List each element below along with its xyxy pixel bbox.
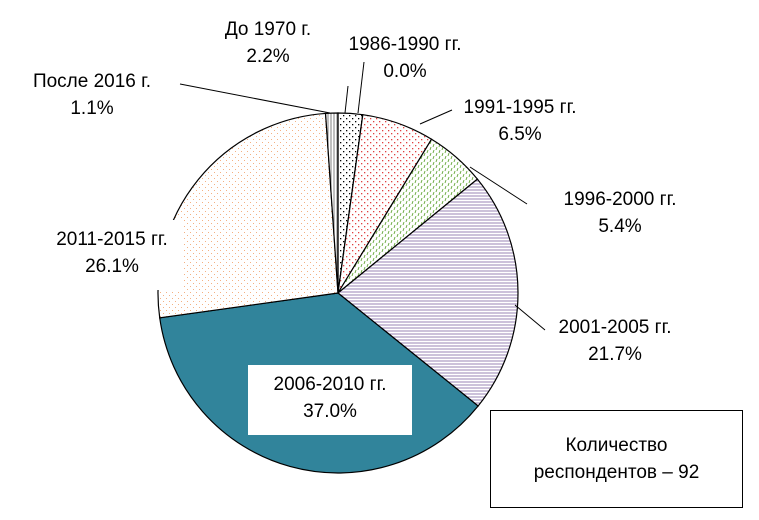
label-box xyxy=(40,220,184,290)
category-label: 1986-1990 гг. xyxy=(349,34,462,55)
leader-line xyxy=(357,61,365,114)
pie-slice xyxy=(324,112,339,294)
category-label: 1996-2000 гг. xyxy=(564,189,677,210)
value-label: 26.1% xyxy=(85,256,139,277)
category-label: 2001-2005 гг. xyxy=(559,317,672,338)
pie-slice xyxy=(337,178,519,407)
value-label: 21.7% xyxy=(588,344,642,365)
pie-slice xyxy=(157,112,339,319)
value-label: 2.2% xyxy=(246,46,289,67)
value-label: 0.0% xyxy=(383,61,426,82)
leader-line xyxy=(179,83,331,114)
value-label: 1.1% xyxy=(70,98,113,119)
category-label: 2006-2010 гг. xyxy=(274,374,387,395)
leader-line xyxy=(344,85,349,114)
category-label: После 2016 г. xyxy=(33,71,151,92)
value-label: 6.5% xyxy=(498,124,541,145)
value-label: 37.0% xyxy=(303,401,357,422)
category-label: 1991-1995 гг. xyxy=(464,97,577,118)
value-label: 5.4% xyxy=(598,216,641,237)
label-box xyxy=(248,365,412,435)
leader-line xyxy=(469,166,528,205)
category-label: До 1970 г. xyxy=(225,19,311,40)
category-label: 2011-2015 гг. xyxy=(56,229,168,250)
leader-line xyxy=(514,304,546,331)
annotation-box: Количество респондентов – 92 xyxy=(490,410,743,508)
leader-line xyxy=(419,109,453,125)
